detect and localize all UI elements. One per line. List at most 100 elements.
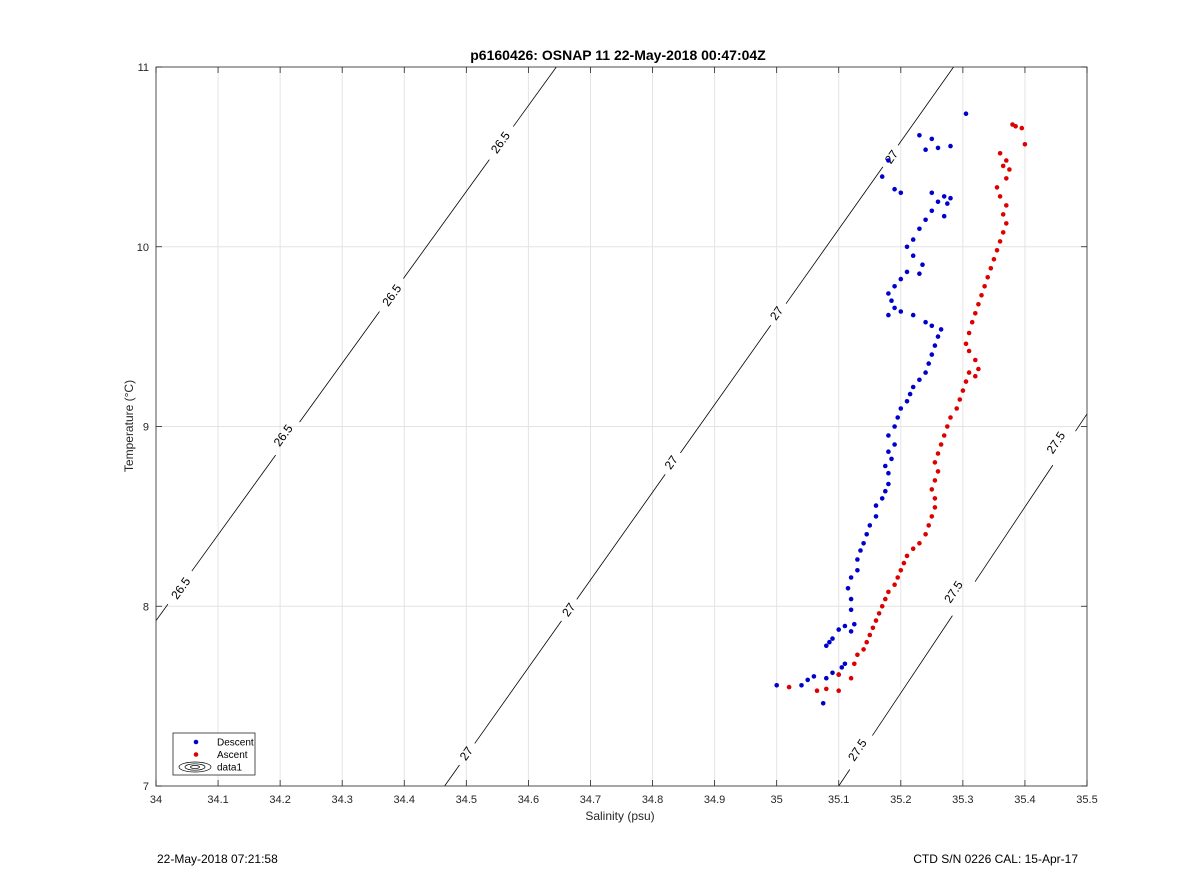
- legend-contour-outer: [178, 761, 212, 773]
- ascent-point: [876, 611, 882, 616]
- ascent-point: [879, 604, 885, 609]
- descent-point: [898, 309, 904, 314]
- descent-point: [852, 621, 857, 627]
- legend-label: data1: [217, 763, 242, 774]
- ascent-point: [910, 546, 916, 551]
- descent-point: [929, 323, 935, 329]
- contour-line-27.5: [1075, 413, 1087, 432]
- series-descent: [774, 111, 969, 706]
- ascent-point: [932, 505, 938, 510]
- y-tick-label: 9: [143, 422, 149, 434]
- ascent-point: [994, 185, 1000, 190]
- descent-point: [938, 327, 944, 332]
- ascent-point: [966, 330, 972, 336]
- descent-point: [886, 312, 891, 318]
- ascent-point: [963, 379, 969, 384]
- descent-point: [886, 481, 891, 487]
- descent-point: [910, 312, 916, 318]
- descent-point: [848, 596, 854, 602]
- descent-point: [892, 442, 897, 447]
- ascent-point: [957, 397, 963, 402]
- ascent-point: [1022, 142, 1028, 147]
- descent-point: [926, 361, 931, 366]
- descent-point: [917, 377, 922, 383]
- x-tick-label: 35.4: [1014, 794, 1035, 806]
- ascent-point: [1000, 230, 1006, 235]
- descent-point: [873, 514, 879, 519]
- ascent-point: [883, 596, 888, 602]
- descent-point: [864, 532, 869, 537]
- contour-line-27: [576, 474, 666, 600]
- ascent-point: [867, 632, 873, 638]
- ascent-point: [855, 652, 860, 658]
- x-tick-label: 35.2: [890, 794, 911, 806]
- descent-point: [892, 284, 897, 289]
- ascent-point: [973, 357, 978, 363]
- footer-timestamp: 22-May-2018 07:21:58: [157, 852, 278, 866]
- y-axis-ticks: 7 8 9 10 11: [137, 62, 1087, 793]
- legend-contour-middle: [184, 763, 206, 771]
- x-tick-label: 35.5: [1076, 794, 1097, 806]
- contour-line-26.5: [403, 159, 490, 279]
- ascent-point: [1000, 212, 1006, 217]
- descent-point: [941, 213, 947, 219]
- descent-point: [910, 237, 916, 242]
- descent-point: [929, 352, 935, 357]
- descent-point: [858, 548, 863, 553]
- descent-point: [941, 194, 947, 199]
- descent-point: [892, 305, 897, 311]
- legend-marker-descent: [193, 739, 199, 745]
- contour-line-27: [444, 764, 460, 786]
- ascent-point: [994, 248, 1000, 253]
- ascent-point: [1004, 158, 1009, 163]
- ascent-point: [917, 541, 922, 546]
- contour-line-26.5: [191, 454, 276, 572]
- descent-point: [886, 470, 891, 476]
- descent-point: [879, 174, 885, 179]
- ascent-point: [960, 388, 966, 393]
- ascent-point: [979, 293, 984, 298]
- x-tick-label: 34.6: [518, 794, 539, 806]
- descent-point: [827, 639, 832, 645]
- ascent-point: [932, 478, 938, 483]
- series-ascent: [786, 122, 1028, 693]
- y-axis-label: Temperature (°C): [122, 380, 136, 472]
- descent-point: [898, 276, 904, 282]
- descent-point: [867, 523, 873, 528]
- descent-point: [774, 683, 779, 688]
- descent-point: [963, 111, 969, 116]
- descent-point: [948, 143, 953, 149]
- ascent-point: [988, 266, 994, 271]
- descent-point: [886, 433, 891, 438]
- descent-point: [904, 244, 910, 250]
- descent-point: [907, 391, 913, 397]
- x-tick-label: 34.3: [331, 794, 352, 806]
- descent-point: [945, 201, 950, 206]
- descent-point: [923, 319, 928, 325]
- descent-point: [895, 415, 900, 420]
- ascent-point: [929, 514, 935, 519]
- descent-point: [898, 190, 904, 196]
- footer-ctd-info: CTD S/N 0226 CAL: 15-Apr-17: [913, 852, 1078, 866]
- descent-point: [848, 575, 854, 580]
- descent-point: [845, 586, 851, 591]
- descent-point: [920, 262, 925, 268]
- ascent-point: [963, 341, 969, 347]
- descent-point: [910, 384, 916, 390]
- ascent-point: [997, 194, 1003, 199]
- descent-point: [855, 557, 860, 562]
- ascent-point: [929, 487, 935, 492]
- ascent-point: [945, 424, 950, 429]
- descent-point: [910, 253, 916, 258]
- ascent-point: [991, 257, 997, 262]
- descent-point: [799, 683, 804, 688]
- descent-point: [886, 291, 891, 296]
- ascent-point: [870, 625, 876, 631]
- contour-line-26.5: [512, 67, 557, 127]
- ascent-point: [786, 684, 792, 690]
- ascent-point: [985, 275, 990, 280]
- contour-line-26.5: [156, 603, 169, 621]
- x-tick-label: 34.1: [207, 794, 228, 806]
